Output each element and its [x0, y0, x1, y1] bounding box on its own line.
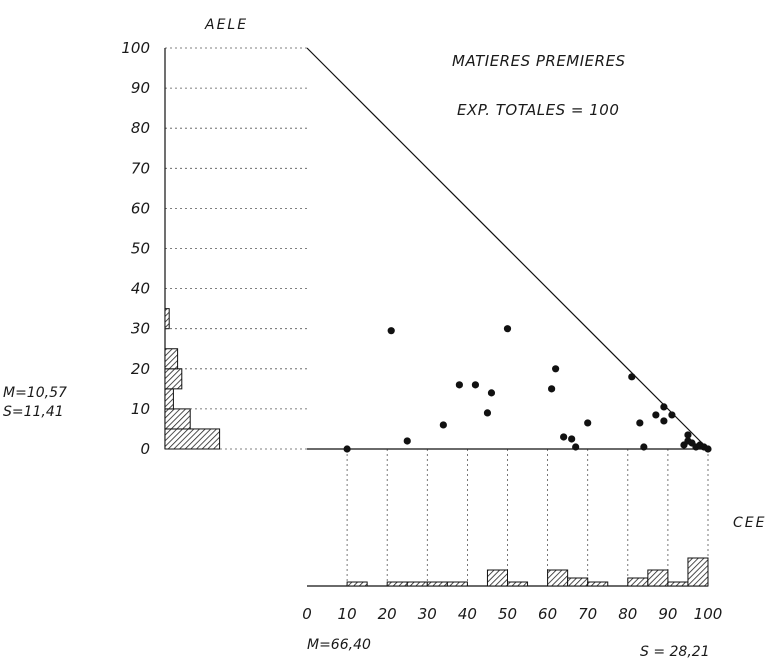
scatter-point	[568, 435, 576, 443]
aele-histogram-bar	[164, 408, 191, 430]
x-tick-label: 80	[618, 605, 637, 623]
scatter-point	[652, 411, 660, 419]
y-tick-label: 40	[131, 280, 150, 298]
cee-histogram-bar	[426, 581, 448, 587]
y-tick-label: 30	[131, 320, 150, 338]
scatter-point	[471, 381, 480, 389]
scatter-point	[628, 373, 636, 381]
cee-histogram-bar	[486, 569, 509, 587]
cee-histogram-bar	[647, 569, 669, 587]
x-tick-label: 60	[538, 605, 557, 623]
y-tick-label: 100	[121, 39, 150, 57]
scatter-point	[387, 327, 395, 335]
cee-histogram-bar	[627, 577, 649, 587]
cee-histogram-bar	[547, 569, 569, 587]
y-axis-label: AELE	[204, 17, 248, 33]
axes	[164, 47, 709, 587]
aele-histogram-bar	[164, 308, 170, 330]
scatter-point	[503, 325, 512, 333]
scatter-point	[487, 389, 496, 397]
scatter-point	[668, 411, 676, 419]
chart-title: MATIERES PREMIERES	[452, 52, 626, 70]
x-axis-label: CEE	[733, 515, 766, 531]
y-tick-label: 80	[131, 119, 150, 137]
scatter-point	[640, 443, 648, 451]
x-mean-stat: M=66,40	[307, 637, 371, 653]
y-tick-label: 0	[140, 440, 150, 458]
scatter-point	[548, 385, 556, 393]
y-tick-label: 90	[131, 79, 150, 97]
scatter-point	[660, 403, 668, 411]
scatter-point	[560, 433, 568, 441]
cee-histogram-bar	[687, 557, 709, 587]
x-tick-label: 0	[302, 605, 312, 623]
x-sd-stat: S = 28,21	[640, 644, 710, 659]
scatter-point	[455, 381, 463, 389]
scatter-point	[403, 437, 411, 445]
aele-histogram-bar	[164, 348, 179, 370]
y-tick-label: 60	[131, 199, 150, 217]
scatter-point	[636, 419, 644, 427]
aele-histogram	[164, 308, 221, 450]
scatter-points	[343, 325, 712, 453]
scatter-point	[584, 419, 592, 427]
aele-histogram-bar	[164, 368, 183, 390]
y-tick-label: 10	[131, 400, 150, 418]
y-mean-stat: M=10,57	[3, 385, 67, 401]
cee-histogram-bar	[507, 581, 529, 587]
cee-histogram-bar	[406, 581, 428, 587]
diagonal-line	[306, 47, 709, 450]
scatter-point	[483, 409, 492, 417]
x-tick-label: 50	[498, 605, 517, 623]
y-tick-label: 70	[131, 159, 150, 177]
x-tick-label: 20	[378, 605, 397, 623]
aele-histogram-bar	[164, 388, 174, 410]
x-tick-label: 30	[418, 605, 437, 623]
scatter-point	[660, 417, 668, 425]
x-tick-label: 10	[338, 605, 357, 623]
cee-histogram	[346, 557, 709, 587]
cee-histogram-bar	[667, 581, 689, 587]
scatter-point	[572, 443, 580, 451]
x-tick-labels: 0 10 20 30 40 50 60 70 80 90 100	[302, 605, 722, 623]
x-tick-label: 40	[458, 605, 477, 623]
scatter-point	[439, 421, 447, 429]
scatter-point	[684, 431, 692, 439]
cee-histogram-bar	[567, 577, 589, 587]
grid-lines	[165, 47, 709, 586]
cee-histogram-bar	[587, 581, 609, 587]
x-tick-label: 100	[694, 605, 723, 623]
y-tick-label: 50	[131, 240, 150, 258]
scatter-point	[704, 445, 712, 453]
scatter-point	[343, 445, 351, 453]
chart-subtitle: EXP. TOTALES = 100	[457, 101, 619, 119]
y-sd-stat: S=11,41	[3, 404, 64, 420]
cee-histogram-bar	[346, 581, 368, 587]
x-tick-label: 70	[578, 605, 597, 623]
x-tick-label: 90	[658, 605, 677, 623]
y-tick-label: 20	[131, 360, 150, 378]
cee-histogram-bar	[386, 581, 408, 587]
scatter-point	[552, 365, 560, 373]
cee-histogram-bar	[446, 581, 468, 587]
aele-histogram-bar	[164, 428, 221, 450]
